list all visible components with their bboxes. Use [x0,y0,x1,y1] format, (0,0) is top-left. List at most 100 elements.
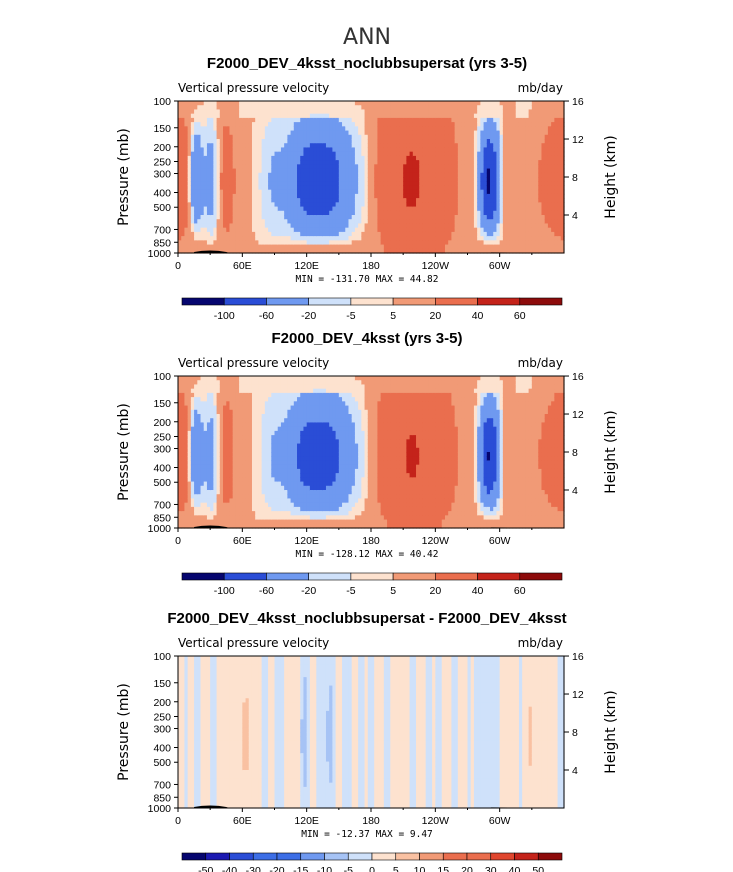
heatmap-cell [287,139,292,144]
heatmap-cell [351,130,356,136]
heatmap-cell [374,236,379,241]
heatmap-cell [213,147,218,153]
heatmap-cell [319,117,324,123]
heatmap-cell [239,122,243,127]
heatmap-cell [293,151,298,157]
heatmap-cell [367,210,372,216]
heatmap-cell [300,198,305,203]
heatmap-cell [248,172,253,178]
heatmap-cell [322,109,327,115]
heatmap-cell [313,155,317,161]
heatmap-cell [390,236,395,241]
heatmap-cell [178,126,182,132]
heatmap-cell [348,227,353,233]
heatmap-cell [383,236,388,241]
heatmap-cell [187,198,192,203]
heatmap-cell [261,244,266,250]
heatmap-cell [316,160,321,165]
heatmap-cell [251,198,256,203]
heatmap-cell [280,143,285,149]
heatmap-cell [329,202,333,208]
heatmap-cell [258,130,263,136]
heatmap-cell [338,126,343,132]
heatmap-cell [255,198,260,203]
heatmap-cell [358,147,362,153]
heatmap-cell [300,193,305,199]
y-tick-label: 250 [153,156,171,168]
heatmap-cell [358,126,362,132]
heatmap-cell [354,117,359,123]
heatmap-cell [319,147,324,153]
heatmap-cell [274,164,279,170]
heatmap-cell [187,248,192,254]
heatmap-cell [216,117,221,123]
heatmap-cell [329,240,333,246]
heatmap-cell [187,206,192,212]
heatmap-cell [264,185,269,191]
heatmap-cell [354,126,359,132]
heatmap-cell [284,240,288,246]
heatmap-cell [274,147,279,153]
heatmap-cell [200,189,205,195]
heatmap-cell [287,223,292,229]
y-tick-label: 100 [153,96,171,108]
heatmap-cell [206,181,211,187]
heatmap-cell [248,155,253,161]
heatmap-cell [277,139,282,144]
heatmap-cell [284,117,288,123]
heatmap-cell [194,240,198,246]
heatmap-cell [345,210,350,216]
heatmap-cell [338,177,343,182]
heatmap-cell [242,240,247,246]
heatmap-cell [290,240,295,246]
heatmap-cell [284,109,288,115]
heatmap-cell [251,219,256,225]
heatmap-cell [348,215,353,220]
heatmap-cell [319,219,324,225]
heatmap-cell [313,202,317,208]
heatmap-cell [390,206,395,212]
heatmap-cell [377,223,382,229]
heatmap-cell [367,185,372,191]
heatmap-cell [383,160,388,165]
heatmap-cell [383,248,388,254]
heatmap-cell [184,206,189,212]
heatmap-cell [287,160,292,165]
heatmap-cell [213,143,218,149]
heatmap-cell [371,168,375,174]
heatmap-cell [374,155,379,161]
heatmap-cell [358,134,362,140]
colorbar-label: -20 [301,310,316,322]
heatmap-cell [293,185,298,191]
heatmap-cell [284,160,288,165]
heatmap-cell [361,206,366,212]
heatmap-cell [309,240,314,246]
heatmap-cell [374,215,379,220]
heatmap-cell [322,164,327,170]
heatmap-cell [335,139,340,144]
heatmap-cell [316,210,321,216]
heatmap-cell [313,117,317,123]
heatmap-cell [248,248,253,254]
heatmap-cell [219,202,224,208]
heatmap-cell [235,198,240,203]
heatmap-cell [335,210,340,216]
heatmap-cell [197,117,202,123]
colorbar-label: 5 [390,310,396,322]
heatmap-cell [213,181,218,187]
heatmap-cell [248,151,253,157]
heatmap-cell [361,172,366,178]
panel-title: F2000_DEV_4ksst (yrs 3-5) [272,330,463,347]
heatmap-cell [316,105,321,111]
heatmap-cell [223,231,227,237]
heatmap-cell [297,117,301,123]
heatmap-cell [229,130,234,136]
heatmap-cell [380,134,385,140]
heatmap-cell [187,172,192,178]
heatmap-cell [338,168,343,174]
heatmap-cell [203,240,208,246]
heatmap-cell [264,210,269,216]
heatmap-cell [197,198,202,203]
heatmap-cell [284,231,288,237]
heatmap-cell [371,117,375,123]
